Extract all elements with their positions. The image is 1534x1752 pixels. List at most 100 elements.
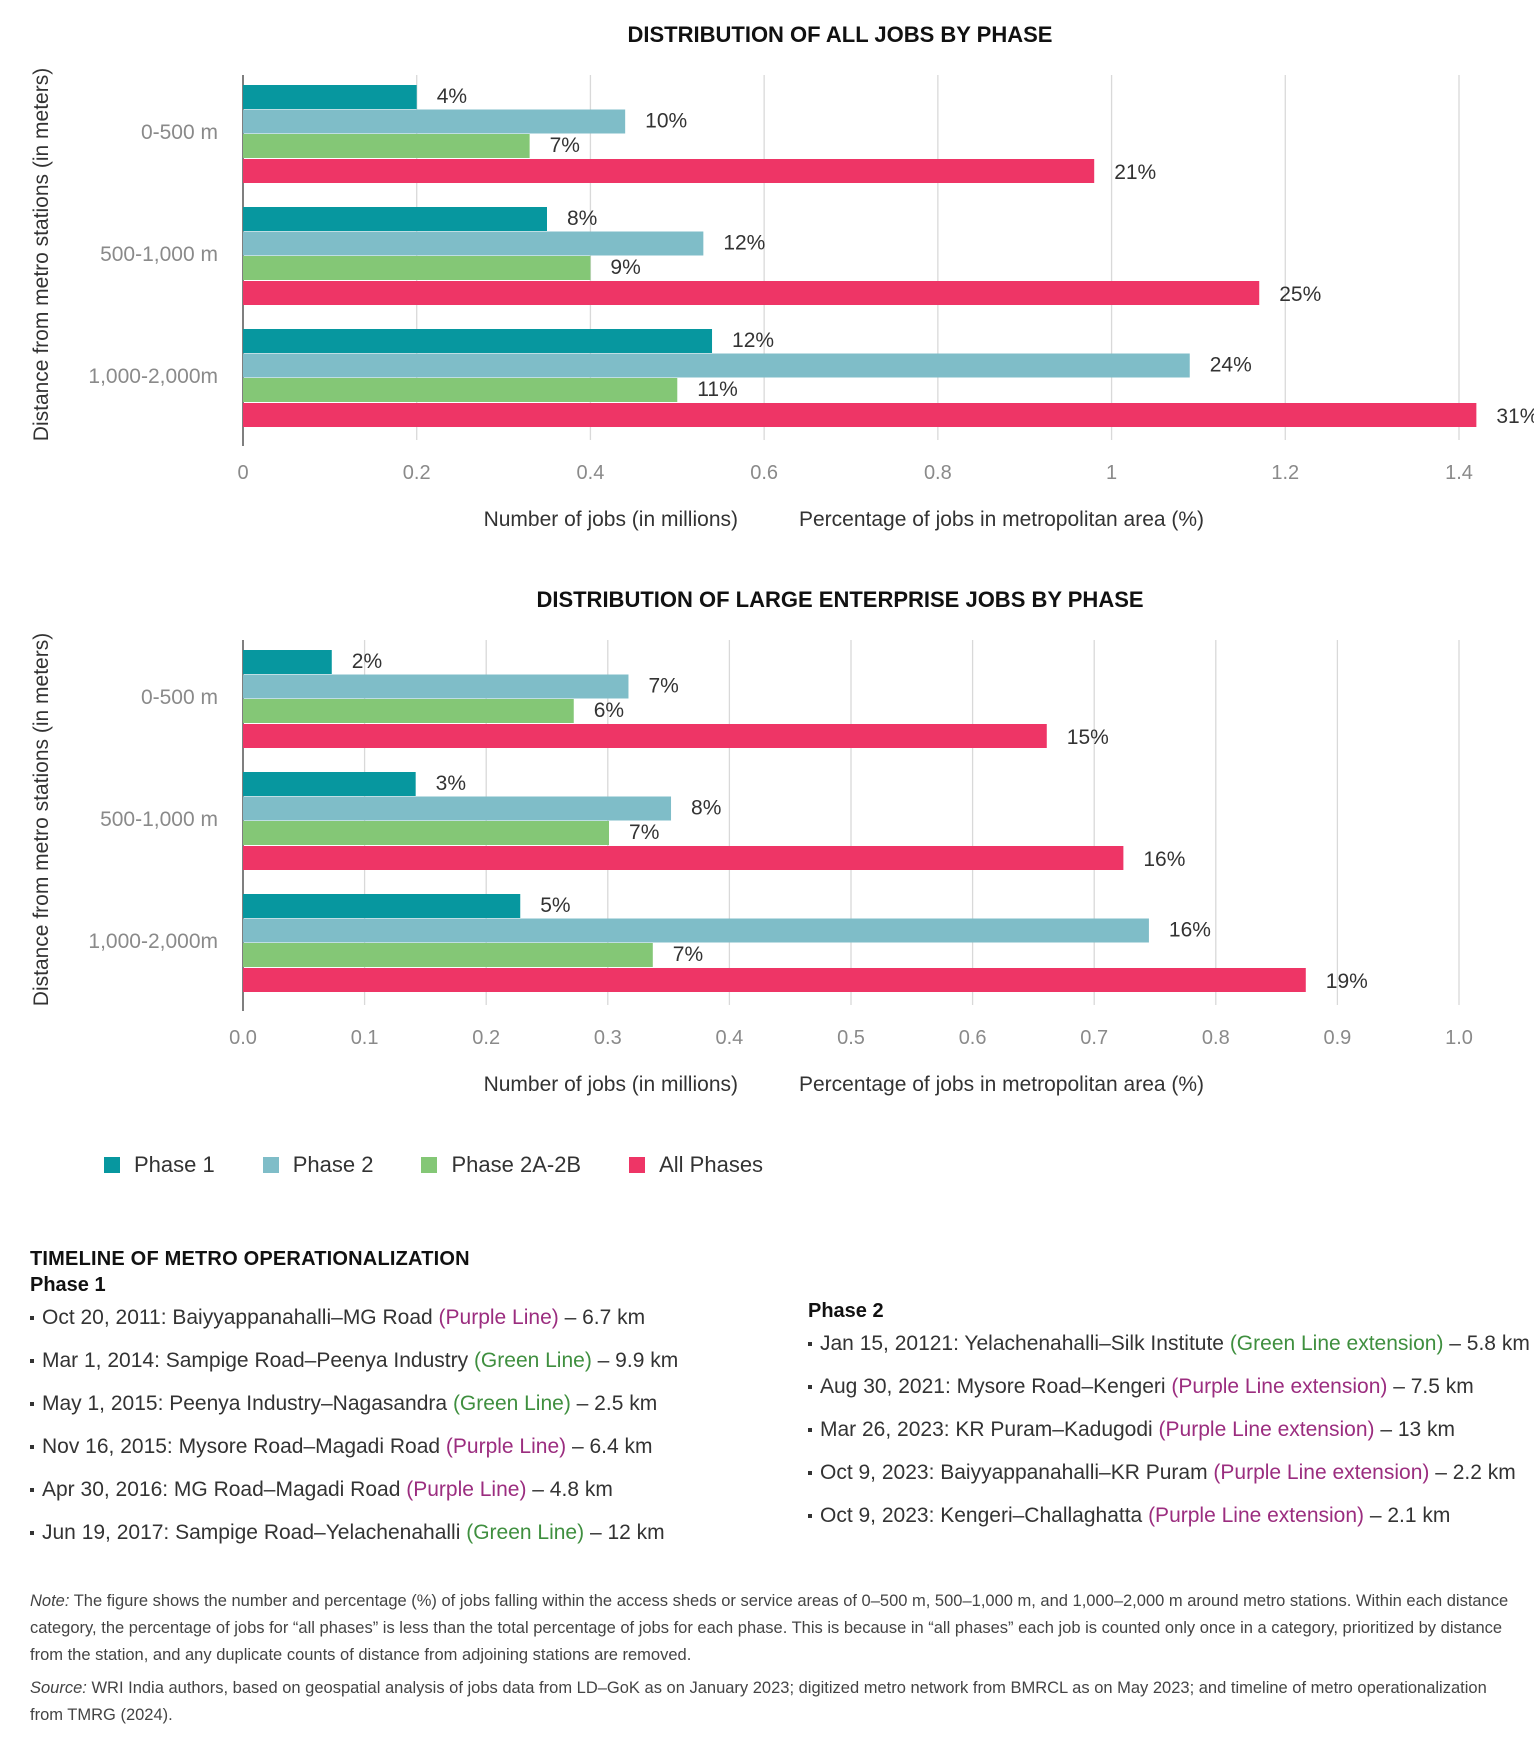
data-label: 7% <box>673 943 703 966</box>
category-label: 1,000-2,000m <box>88 930 218 953</box>
y-axis-label: Distance from metro stations (in meters) <box>30 68 53 441</box>
data-label: 25% <box>1279 283 1321 306</box>
x-tick-label: 0.8 <box>1202 1027 1230 1049</box>
note-label: Note: <box>30 1592 70 1610</box>
data-label: 19% <box>1326 970 1368 993</box>
bar-phase-2 <box>243 109 626 134</box>
bar-phase-2 <box>243 353 1190 378</box>
bullet-icon <box>808 1385 812 1390</box>
x-tick-label: 0.9 <box>1323 1027 1351 1049</box>
source-paragraph: Source: WRI India authors, based on geos… <box>30 1675 1510 1729</box>
legend-item-phase-2: Phase 2 <box>262 1152 374 1178</box>
timeline-item-length: – 9.9 km <box>591 1349 679 1372</box>
data-label: 7% <box>648 675 678 698</box>
timeline-title: TIMELINE OF METRO OPERATIONALIZATION <box>30 1248 470 1270</box>
timeline-item: Oct 20, 2011: Baiyyappanahalli–MG Road (… <box>30 1303 678 1346</box>
timeline-item-segment: Mar 1, 2014: Sampige Road–Peenya Industr… <box>42 1349 474 1372</box>
x-tick-label: 1.2 <box>1271 462 1299 484</box>
timeline-item-length: – 5.8 km <box>1443 1332 1530 1355</box>
bullet-icon <box>808 1514 812 1519</box>
timeline-phase-1: Phase 1 Oct 20, 2011: Baiyyappanahalli–M… <box>30 1274 678 1561</box>
bar-all-phases <box>243 281 1260 305</box>
legend-item-phase-1: Phase 1 <box>104 1152 215 1178</box>
chart-title: DISTRIBUTION OF LARGE ENTERPRISE JOBS BY… <box>536 587 1143 612</box>
y-axis-label: Distance from metro stations (in meters) <box>30 633 53 1006</box>
bar-phase-1 <box>243 894 521 918</box>
x-axis-label-right: Percentage of jobs in metropolitan area … <box>799 1073 1204 1096</box>
x-tick-label: 0.6 <box>959 1027 987 1049</box>
data-label: 5% <box>540 894 570 917</box>
category-label: 500-1,000 m <box>100 243 218 266</box>
timeline-item-length: – 2.2 km <box>1429 1461 1516 1484</box>
timeline-item-segment: Nov 16, 2015: Mysore Road–Magadi Road <box>42 1435 446 1458</box>
x-axis-label-right: Percentage of jobs in metropolitan area … <box>799 508 1204 531</box>
category-label: 0-500 m <box>141 686 218 709</box>
bar-phase-2a-2b <box>243 821 610 845</box>
timeline-item-segment: May 1, 2015: Peenya Industry–Nagasandra <box>42 1392 453 1415</box>
timeline-item-line-name: (Green Line extension) <box>1229 1332 1444 1355</box>
legend-label: Phase 2 <box>292 1152 374 1177</box>
timeline-item-line-name: (Green Line) <box>452 1392 571 1415</box>
x-tick-label: 0.2 <box>472 1027 500 1049</box>
timeline-item-line-name: (Green Line) <box>466 1521 585 1544</box>
bullet-icon <box>808 1342 812 1347</box>
bar-phase-2a-2b <box>243 943 653 967</box>
legend-swatch-phase-2 <box>262 1157 279 1173</box>
bar-all-phases <box>243 846 1124 870</box>
x-tick-label: 0.6 <box>750 462 778 484</box>
x-tick-label: 0 <box>237 462 248 484</box>
data-label: 24% <box>1210 354 1252 377</box>
timeline-item: Mar 26, 2023: KR Puram–Kadugodi (Purple … <box>808 1415 1530 1458</box>
x-tick-label: 0.7 <box>1080 1027 1108 1049</box>
timeline-phase-1-list: Oct 20, 2011: Baiyyappanahalli–MG Road (… <box>30 1303 678 1561</box>
data-label: 8% <box>691 797 721 820</box>
data-label: 16% <box>1143 848 1185 871</box>
category-label: 500-1,000 m <box>100 808 218 831</box>
data-label: 8% <box>567 207 597 230</box>
legend-item-phase-2a-2b: Phase 2A-2B <box>421 1152 581 1178</box>
timeline-item-segment: Oct 9, 2023: Baiyyappanahalli–KR Puram <box>820 1461 1214 1484</box>
data-label: 12% <box>723 232 765 255</box>
bar-all-phases <box>243 724 1047 748</box>
bar-all-phases <box>243 159 1095 183</box>
source-label: Source: <box>30 1679 87 1697</box>
x-axis-label-left: Number of jobs (in millions) <box>484 508 738 531</box>
bar-all-phases <box>243 403 1477 427</box>
timeline-item-line-name: (Green Line) <box>473 1349 592 1372</box>
x-tick-label: 1.4 <box>1445 462 1473 484</box>
large-enterprise-jobs-chart: DISTRIBUTION OF LARGE ENTERPRISE JOBS BY… <box>30 587 1473 1096</box>
timeline-item-length: – 2.5 km <box>570 1392 658 1415</box>
timeline-item-segment: Oct 20, 2011: Baiyyappanahalli–MG Road <box>42 1306 439 1329</box>
data-label: 31% <box>1496 405 1534 428</box>
timeline-item: Jan 15, 20121: Yelachenahalli–Silk Insti… <box>808 1329 1530 1372</box>
x-tick-label: 0.5 <box>837 1027 865 1049</box>
timeline-item-segment: Oct 9, 2023: Kengeri–Challaghatta <box>820 1504 1149 1527</box>
bar-phase-2a-2b <box>243 378 678 402</box>
source-text: WRI India authors, based on geospatial a… <box>30 1679 1487 1724</box>
timeline-item-line-name: (Purple Line) <box>445 1435 567 1458</box>
timeline-item-segment: Aug 30, 2021: Mysore Road–Kengeri <box>820 1375 1172 1398</box>
data-label: 11% <box>697 378 737 401</box>
timeline-item-line-name: (Purple Line extension) <box>1171 1375 1388 1398</box>
bullet-icon <box>30 1316 34 1321</box>
timeline-phase-2-list: Jan 15, 20121: Yelachenahalli–Silk Insti… <box>808 1329 1530 1544</box>
timeline-item-length: – 7.5 km <box>1387 1375 1474 1398</box>
timeline-item: Aug 30, 2021: Mysore Road–Kengeri (Purpl… <box>808 1372 1530 1415</box>
data-label: 4% <box>437 85 467 108</box>
x-axis-label-left: Number of jobs (in millions) <box>484 1073 738 1096</box>
chart-legend: Phase 1 Phase 2 Phase 2A-2B All Phases <box>104 1152 811 1178</box>
bullet-icon <box>30 1445 34 1450</box>
timeline-item-length: – 12 km <box>584 1521 665 1544</box>
x-tick-label: 0.2 <box>403 462 431 484</box>
timeline-phase-2-heading: Phase 2 <box>808 1300 884 1322</box>
timeline-phase-1-heading: Phase 1 <box>30 1274 106 1296</box>
bar-phase-2 <box>243 231 704 256</box>
x-tick-label: 0.4 <box>715 1027 743 1049</box>
timeline-item-line-name: (Purple Line) <box>438 1306 559 1329</box>
chart-title: DISTRIBUTION OF ALL JOBS BY PHASE <box>628 22 1053 47</box>
timeline-item-segment: Mar 26, 2023: KR Puram–Kadugodi <box>820 1418 1159 1441</box>
data-label: 6% <box>594 699 624 722</box>
timeline-item-line-name: (Purple Line extension) <box>1213 1461 1430 1484</box>
bar-phase-1 <box>243 207 547 231</box>
bar-phase-2a-2b <box>243 134 530 158</box>
